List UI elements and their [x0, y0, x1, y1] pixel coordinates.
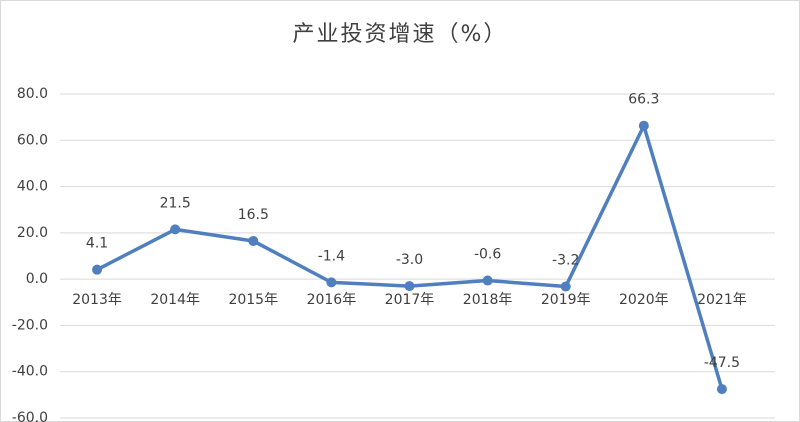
x-tick-label: 2019年: [541, 292, 591, 308]
y-tick-label: -40.0: [12, 364, 48, 380]
data-label: 16.5: [238, 207, 269, 223]
point: [92, 264, 103, 275]
data-label: 21.5: [160, 195, 191, 211]
x-tick-label: 2016年: [307, 292, 357, 308]
y-tick-label: 80.0: [17, 86, 48, 102]
point: [560, 281, 571, 292]
data-label: -3.2: [552, 253, 579, 269]
x-tick-label: 2021年: [697, 292, 747, 308]
data-label: 66.3: [628, 92, 659, 108]
x-tick-label: 2018年: [463, 292, 513, 308]
data-label: -1.4: [318, 248, 345, 264]
y-tick-label: 60.0: [17, 132, 48, 148]
x-tick-label: 2013年: [72, 292, 122, 308]
y-tick-label: 40.0: [17, 179, 48, 195]
y-tick-label: -20.0: [12, 317, 48, 333]
point: [638, 120, 649, 131]
y-tick-label: 20.0: [17, 225, 48, 241]
chart-title: 产业投资增速（%）: [293, 22, 508, 47]
x-tick-label: 2014年: [150, 292, 200, 308]
data-label: -0.6: [474, 247, 501, 263]
point: [248, 235, 259, 246]
y-tick-label: -60.0: [12, 410, 48, 422]
data-label: 4.1: [86, 236, 108, 252]
x-tick-label: 2015年: [228, 292, 278, 308]
point: [482, 275, 493, 286]
x-tick-label: 2017年: [385, 292, 435, 308]
point: [326, 277, 337, 288]
point: [716, 384, 727, 395]
y-tick-label: 0.0: [26, 271, 48, 287]
data-label: -3.0: [396, 252, 423, 268]
data-label: -47.5: [704, 355, 740, 371]
point: [404, 281, 415, 292]
x-tick-label: 2020年: [619, 292, 669, 308]
point: [170, 224, 181, 235]
